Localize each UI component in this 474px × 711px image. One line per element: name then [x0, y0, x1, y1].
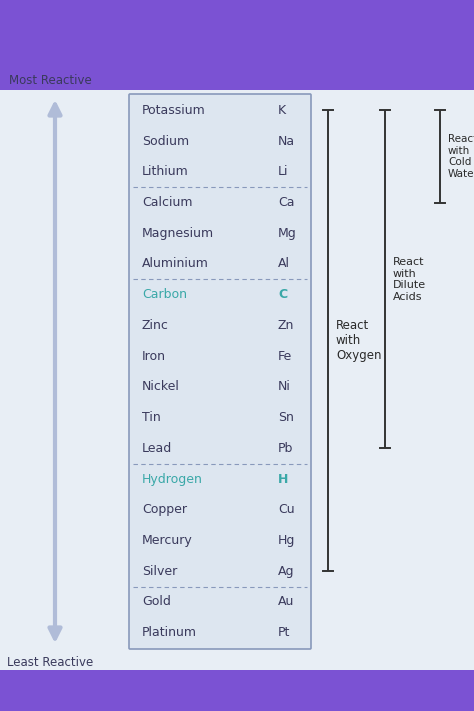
- Text: Na: Na: [278, 134, 295, 148]
- Text: React
with
Cold
Water: React with Cold Water: [448, 134, 474, 179]
- Text: Mercury: Mercury: [142, 534, 193, 547]
- Text: Zinc: Zinc: [142, 319, 169, 332]
- Text: K: K: [278, 104, 286, 117]
- Text: Lithium: Lithium: [142, 165, 189, 178]
- Text: Hydrogen: Hydrogen: [142, 473, 203, 486]
- Text: Lead: Lead: [142, 442, 172, 455]
- Text: Cu: Cu: [278, 503, 295, 516]
- Text: Calcium: Calcium: [142, 196, 192, 209]
- Text: Silver: Silver: [142, 565, 177, 578]
- Text: Mg: Mg: [278, 227, 297, 240]
- Text: Pb: Pb: [278, 442, 293, 455]
- Text: Hg: Hg: [278, 534, 295, 547]
- Text: Ca: Ca: [278, 196, 294, 209]
- Text: Au: Au: [278, 595, 294, 609]
- Text: Potassium: Potassium: [142, 104, 206, 117]
- FancyBboxPatch shape: [129, 94, 311, 649]
- Text: Iron: Iron: [142, 350, 166, 363]
- Text: React
with
Dilute
Acids: React with Dilute Acids: [393, 257, 426, 301]
- Text: Magnesium: Magnesium: [142, 227, 214, 240]
- Text: H: H: [278, 473, 288, 486]
- Text: Copper: Copper: [142, 503, 187, 516]
- Text: Ni: Ni: [278, 380, 291, 393]
- Text: Nickel: Nickel: [142, 380, 180, 393]
- Text: Gold: Gold: [142, 595, 171, 609]
- Text: Sn: Sn: [278, 411, 294, 424]
- Text: Platinum: Platinum: [142, 626, 197, 639]
- Text: C: C: [278, 288, 287, 301]
- Text: Most Reactive: Most Reactive: [9, 74, 91, 87]
- Text: Ag: Ag: [278, 565, 294, 578]
- Text: Pt: Pt: [278, 626, 291, 639]
- Text: Li: Li: [278, 165, 289, 178]
- Text: Sodium: Sodium: [142, 134, 189, 148]
- Bar: [0, 90, 474, 670]
- Text: Tin: Tin: [142, 411, 161, 424]
- Text: Zn: Zn: [278, 319, 294, 332]
- Text: React
with
Oxygen: React with Oxygen: [336, 319, 382, 363]
- Text: Fe: Fe: [278, 350, 292, 363]
- Text: Carbon: Carbon: [142, 288, 187, 301]
- Text: Least Reactive: Least Reactive: [7, 656, 93, 669]
- Text: Aluminium: Aluminium: [142, 257, 209, 270]
- Text: Al: Al: [278, 257, 290, 270]
